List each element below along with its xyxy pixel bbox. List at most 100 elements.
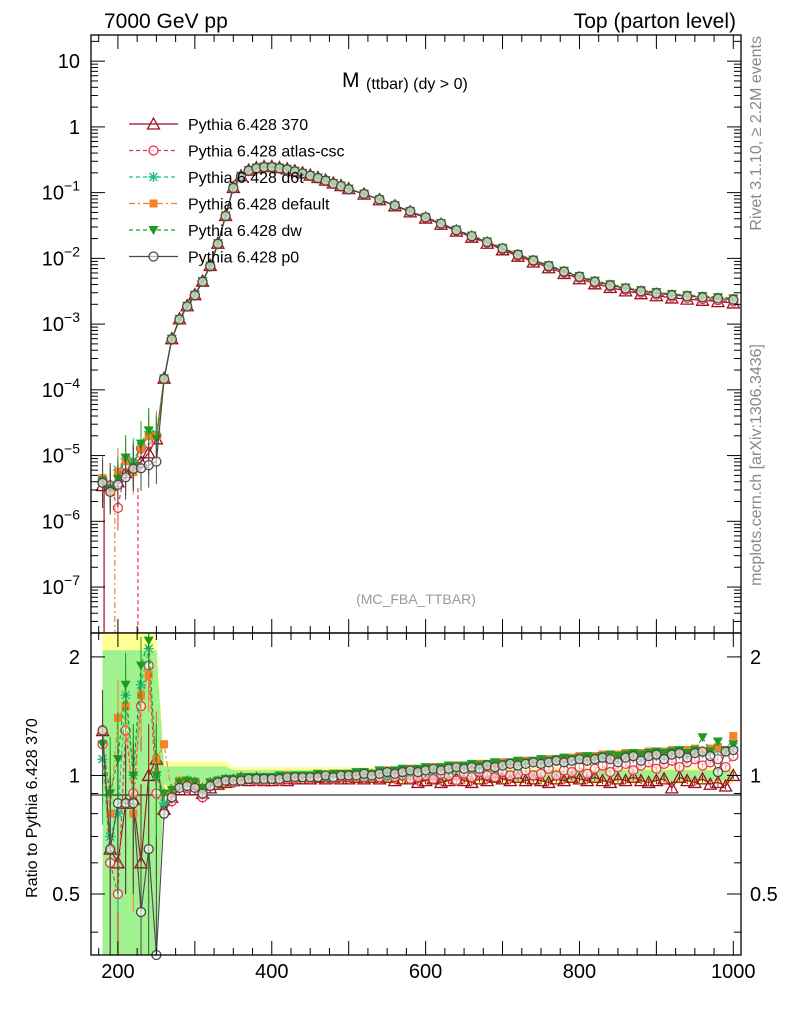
ratio-y-tick-label-right: 1 [750, 765, 761, 787]
ratio-data-point [160, 740, 169, 749]
main-data-point [574, 271, 585, 282]
main-y-tick-label: 10−1 [42, 178, 80, 205]
legend-swatch-marker [146, 116, 161, 130]
ratio-data-point [712, 737, 723, 747]
main-data-point [120, 472, 131, 483]
main-data-point [197, 276, 208, 287]
ratio-data-point [97, 725, 108, 736]
main-x-ticks [98, 35, 734, 633]
ratio-band-outer [102, 633, 734, 955]
main-data-point [497, 243, 508, 254]
main-series-5 [97, 161, 739, 515]
legend-entry: Pythia 6.428 p0 [129, 250, 299, 267]
main-data-point [389, 200, 400, 211]
ratio-y-axis-label: Ratio to Pythia 6.428 370 [24, 718, 41, 898]
ratio-y-ticks: 0.5 0.5 1 1 2 2 [52, 647, 778, 933]
ratio-data-point [656, 771, 672, 785]
ratio-y-tick-label-right: 0.5 [750, 884, 778, 906]
ratio-data-point [151, 771, 162, 781]
ratio-data-point [605, 766, 616, 778]
main-data-point [482, 236, 493, 248]
ratio-data-point [628, 765, 639, 776]
legend-label: Pythia 6.428 default [188, 197, 330, 214]
ratio-series-4 [97, 633, 739, 878]
main-data-point [136, 439, 146, 449]
main-data-point [728, 294, 739, 305]
ratio-x-tick-label: 800 [563, 961, 596, 983]
ratio-data-point [712, 766, 724, 778]
ratio-data-point [720, 761, 731, 773]
title-sub: (ttbar) (dy > 0) [366, 76, 468, 93]
ratio-data-point [695, 771, 710, 785]
main-data-point [558, 266, 570, 277]
main-data-point [405, 206, 416, 217]
ratio-series-group [95, 633, 741, 961]
legend-label: Pythia 6.428 d6t [188, 170, 304, 187]
ratio-y-tick-label-right: 2 [750, 647, 761, 669]
ratio-uncertainty-bands [102, 633, 734, 955]
ratio-data-point [159, 789, 170, 799]
ratio-data-point [672, 769, 687, 783]
ratio-data-point [612, 757, 624, 768]
ratio-data-point [697, 746, 708, 757]
main-data-point [212, 238, 224, 249]
legend: Pythia 6.428 370 Pythia 6.428 atlas-csc Py… [129, 116, 345, 267]
ratio-x-tick-label: 200 [101, 961, 134, 983]
main-data-point [151, 456, 162, 467]
main-y-tick-label: 10 [58, 51, 80, 73]
ratio-data-point [658, 754, 670, 765]
ratio-data-point [159, 798, 170, 809]
main-panel: 10−7 10−6 10−5 10−4 10−3 10−2 10−1 1 10 M (ttbar… [42, 34, 742, 634]
main-data-point [682, 291, 693, 302]
legend-entry: Pythia 6.428 default [129, 197, 330, 214]
main-series-group [95, 159, 741, 633]
main-data-point [143, 426, 154, 436]
ratio-x-ticks: 200 400 600 800 1000 [98, 633, 756, 983]
main-data-point [528, 255, 539, 266]
main-data-point [374, 194, 385, 205]
main-data-point [205, 260, 216, 272]
ratio-data-point [566, 766, 577, 778]
ratio-data-point [612, 752, 623, 762]
ratio-data-point [158, 808, 170, 819]
main-data-point [97, 477, 108, 488]
ratio-data-point [729, 731, 738, 740]
legend-swatch-marker [148, 172, 159, 182]
title-main: M [342, 69, 360, 92]
ratio-data-point [144, 670, 153, 679]
main-data-point [435, 218, 447, 229]
main-data-point [112, 479, 124, 490]
ratio-data-point [143, 636, 154, 646]
main-y-tick-label: 1 [69, 117, 80, 139]
main-y-ticks: 10−7 10−6 10−5 10−4 10−3 10−2 10−1 1 10 [42, 40, 741, 634]
main-data-point [182, 301, 193, 312]
main-y-tick-label: 10−3 [42, 309, 80, 336]
ratio-data-point [697, 733, 708, 743]
ratio-data-point [166, 792, 177, 803]
ratio-data-point [713, 743, 722, 752]
main-data-point [166, 334, 177, 345]
ratio-data-point [533, 773, 549, 787]
ratio-y-tick-label: 1 [69, 765, 80, 787]
main-series-1 [97, 162, 739, 531]
ratio-data-point [636, 750, 646, 760]
main-data-point [451, 224, 462, 236]
ratio-data-point [197, 788, 208, 799]
ratio-data-point [633, 773, 649, 787]
ratio-series-5 [97, 689, 739, 961]
main-data-point [343, 184, 354, 195]
ratio-data-point [610, 771, 626, 785]
watermark: (MC_FBA_TTBAR) [356, 591, 476, 607]
ratio-data-point [564, 769, 579, 783]
main-series-line [102, 166, 734, 493]
legend-entry: Pythia 6.428 atlas-csc [129, 144, 345, 161]
ratio-data-point [136, 661, 146, 671]
ratio-data-point [682, 752, 693, 763]
main-data-point [158, 373, 170, 384]
ratio-data-point [728, 740, 739, 750]
ratio-band-inner [102, 650, 734, 955]
ratio-data-point [728, 744, 739, 756]
main-data-point [174, 314, 185, 325]
main-data-point [235, 171, 247, 182]
main-title: M (ttbar) (dy > 0) [342, 69, 468, 93]
